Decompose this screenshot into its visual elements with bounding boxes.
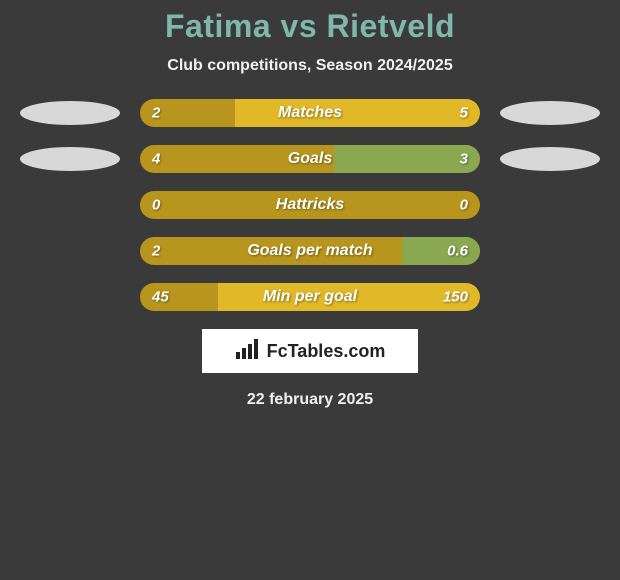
stat-value-right: 0.6	[447, 243, 468, 260]
stat-value-left: 2	[152, 105, 160, 122]
stat-label: Matches	[278, 104, 342, 122]
stat-value-left: 45	[152, 289, 169, 306]
player-right-marker	[500, 147, 600, 171]
player-right-marker	[500, 101, 600, 125]
date-text: 22 february 2025	[0, 391, 620, 409]
stat-bar: 2 Goals per match 0.6	[140, 237, 480, 265]
comparison-chart: Fatima vs Rietveld Club competitions, Se…	[0, 0, 620, 409]
stat-bar-right	[334, 145, 480, 173]
stat-row: 4 Goals 3	[0, 145, 620, 173]
stat-label: Goals per match	[247, 242, 372, 260]
stat-bar-right	[235, 99, 480, 127]
stat-bar: 45 Min per goal 150	[140, 283, 480, 311]
stat-value-left: 0	[152, 197, 160, 214]
stat-row: 2 Matches 5	[0, 99, 620, 127]
stat-value-right: 0	[460, 197, 468, 214]
stat-label: Min per goal	[263, 288, 357, 306]
stat-value-left: 2	[152, 243, 160, 260]
stat-rows: 2 Matches 5 4 Goals 3 0 Hattricks 0 2 Goals per ma…	[0, 99, 620, 311]
player-left-marker	[20, 101, 120, 125]
stat-value-right: 5	[460, 105, 468, 122]
stat-row: 45 Min per goal 150	[0, 283, 620, 311]
chart-bars-icon	[235, 338, 261, 365]
subtitle: Club competitions, Season 2024/2025	[0, 57, 620, 75]
stat-row: 2 Goals per match 0.6	[0, 237, 620, 265]
page-title: Fatima vs Rietveld	[0, 8, 620, 45]
stat-label: Goals	[288, 150, 332, 168]
stat-bar: 0 Hattricks 0	[140, 191, 480, 219]
player-left-marker	[20, 147, 120, 171]
stat-bar-right	[402, 237, 480, 265]
stat-bar: 4 Goals 3	[140, 145, 480, 173]
stat-bar: 2 Matches 5	[140, 99, 480, 127]
stat-value-right: 3	[460, 151, 468, 168]
stat-value-right: 150	[443, 289, 468, 306]
stat-label: Hattricks	[276, 196, 344, 214]
brand-badge: FcTables.com	[202, 329, 418, 373]
stat-value-left: 4	[152, 151, 160, 168]
stat-row: 0 Hattricks 0	[0, 191, 620, 219]
brand-text: FcTables.com	[267, 341, 386, 362]
